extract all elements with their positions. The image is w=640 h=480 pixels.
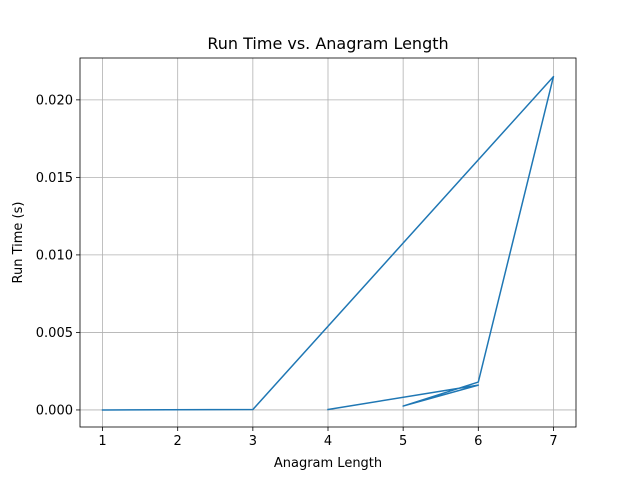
y-axis-label: Run Time (s) — [11, 202, 26, 284]
x-tick-label: 1 — [98, 434, 106, 449]
series-line — [101, 75, 555, 411]
chart-title: Run Time vs. Anagram Length — [207, 34, 448, 53]
y-tick-label: 0.015 — [36, 171, 73, 186]
y-tick-label: 0.020 — [36, 93, 73, 108]
y-tick-label: 0.000 — [36, 403, 73, 418]
x-tick-label: 7 — [549, 434, 557, 449]
x-tick-label: 2 — [174, 434, 182, 449]
x-tick-label: 6 — [474, 434, 482, 449]
x-tick-label: 3 — [249, 434, 257, 449]
y-tick-label: 0.005 — [36, 326, 73, 341]
y-axis-ticks: 0.000 0.005 0.010 0.015 0.020 — [36, 93, 80, 418]
x-axis-label: Anagram Length — [274, 456, 382, 471]
x-tick-label: 4 — [324, 434, 332, 449]
x-tick-label: 5 — [399, 434, 407, 449]
x-axis-ticks: 1 2 3 4 5 6 7 — [98, 427, 558, 449]
y-tick-label: 0.010 — [36, 248, 73, 263]
series-layer — [101, 75, 555, 411]
